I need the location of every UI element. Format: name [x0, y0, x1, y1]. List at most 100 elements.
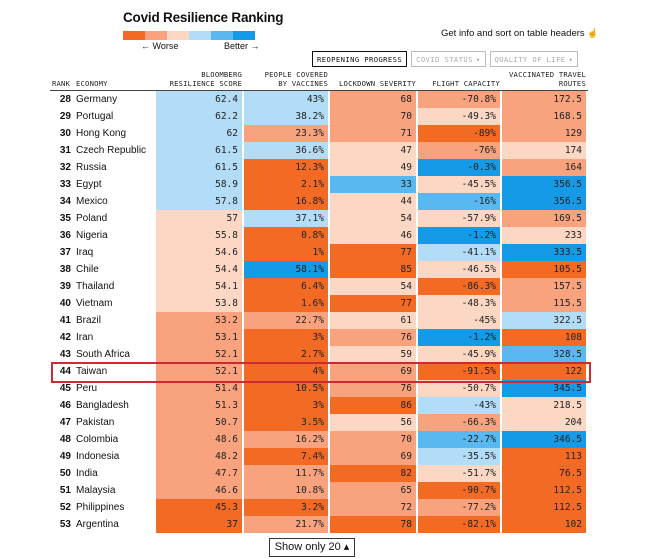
tab-quality-of-life[interactable]: QUALITY OF LIFE ▾	[489, 51, 579, 67]
travel-cell: 122	[502, 363, 586, 380]
rank-cell: 44	[59, 366, 71, 377]
rank-cell: 41	[59, 315, 71, 326]
lockdown-cell: 61	[330, 312, 416, 329]
header-score[interactable]: BLOOMBERG RESILIENCE SCORE	[156, 70, 242, 88]
page-title: Covid Resilience Ranking	[123, 10, 284, 25]
table-row: 31 Czech Republic 61.5 36.6% 47 -76% 174	[0, 142, 656, 159]
score-cell: 54.1	[156, 278, 242, 295]
header-economy[interactable]: ECONOMY	[76, 79, 108, 88]
score-cell: 51.4	[156, 380, 242, 397]
score-cell: 54.4	[156, 261, 242, 278]
vaccines-cell: 36.6%	[244, 142, 328, 159]
economy-cell: Hong Kong	[76, 128, 127, 139]
score-cell: 62.4	[156, 91, 242, 108]
travel-cell: 218.5	[502, 397, 586, 414]
vaccines-cell: 1%	[244, 244, 328, 261]
score-cell: 55.8	[156, 227, 242, 244]
travel-cell: 168.5	[502, 108, 586, 125]
lockdown-cell: 76	[330, 380, 416, 397]
economy-cell: Pakistan	[76, 417, 115, 428]
legend-swatch-5	[211, 31, 233, 40]
economy-cell: Vietnam	[76, 298, 113, 309]
economy-cell: Indonesia	[76, 451, 120, 462]
score-cell: 62.2	[156, 108, 242, 125]
economy-cell: South Africa	[76, 349, 130, 360]
table-row: 33 Egypt 58.9 2.1% 33 -45.5% 356.5	[0, 176, 656, 193]
flight-cell: -89%	[418, 125, 500, 142]
chevron-down-icon: ▾	[475, 55, 481, 64]
travel-cell: 356.5	[502, 193, 586, 210]
score-cell: 53.8	[156, 295, 242, 312]
rank-cell: 40	[59, 298, 71, 309]
economy-cell: Egypt	[76, 179, 102, 190]
vaccines-cell: 16.2%	[244, 431, 328, 448]
lockdown-cell: 54	[330, 210, 416, 227]
rank-cell: 32	[59, 162, 71, 173]
economy-cell: Czech Republic	[76, 145, 147, 156]
lockdown-cell: 65	[330, 482, 416, 499]
travel-cell: 112.5	[502, 499, 586, 516]
table-row: 46 Bangladesh 51.3 3% 86 -43% 218.5	[0, 397, 656, 414]
rank-cell: 31	[59, 145, 71, 156]
header-rank[interactable]: RANK	[52, 79, 71, 88]
lockdown-cell: 76	[330, 329, 416, 346]
flight-cell: -0.3%	[418, 159, 500, 176]
pointer-icon: ☝	[587, 28, 599, 38]
table-row: 42 Iran 53.1 3% 76 -1.2% 108	[0, 329, 656, 346]
vaccines-cell: 6.4%	[244, 278, 328, 295]
score-cell: 48.2	[156, 448, 242, 465]
table-row: 30 Hong Kong 62 23.3% 71 -89% 129	[0, 125, 656, 142]
score-cell: 61.5	[156, 142, 242, 159]
economy-cell: Bangladesh	[76, 400, 129, 411]
lockdown-cell: 69	[330, 448, 416, 465]
legend-swatch-4	[189, 31, 211, 40]
vaccines-cell: 23.3%	[244, 125, 328, 142]
tab-reopening-progress[interactable]: REOPENING PROGRESS	[312, 51, 408, 67]
economy-cell: Thailand	[76, 281, 115, 292]
travel-cell: 115.5	[502, 295, 586, 312]
header-travel[interactable]: VACCINATED TRAVEL ROUTES	[502, 70, 586, 88]
header-vaccines-line1: PEOPLE COVERED	[264, 70, 328, 79]
vaccines-cell: 58.1%	[244, 261, 328, 278]
rank-cell: 30	[59, 128, 71, 139]
lockdown-cell: 44	[330, 193, 416, 210]
vaccines-cell: 0.8%	[244, 227, 328, 244]
travel-cell: 169.5	[502, 210, 586, 227]
table-row: 36 Nigeria 55.8 0.8% 46 -1.2% 233	[0, 227, 656, 244]
header-divider	[50, 90, 588, 91]
flight-cell: -66.3%	[418, 414, 500, 431]
tab-label: REOPENING PROGRESS	[317, 55, 403, 64]
header-vaccines[interactable]: PEOPLE COVERED BY VACCINES	[244, 70, 328, 88]
show-more-button[interactable]: Show only 20 ▴	[269, 538, 355, 557]
flight-cell: -77.2%	[418, 499, 500, 516]
legend-swatch-6	[233, 31, 255, 40]
header-flight[interactable]: FLIGHT CAPACITY	[432, 79, 500, 88]
rank-cell: 50	[59, 468, 71, 479]
economy-cell: Iraq	[76, 247, 94, 258]
table-row: 49 Indonesia 48.2 7.4% 69 -35.5% 113	[0, 448, 656, 465]
lockdown-cell: 71	[330, 125, 416, 142]
vaccines-cell: 10.8%	[244, 482, 328, 499]
score-cell: 53.2	[156, 312, 242, 329]
vaccines-cell: 3.5%	[244, 414, 328, 431]
legend-worse-label: ← Worse	[141, 41, 179, 51]
header-lockdown[interactable]: LOCKDOWN SEVERITY	[339, 79, 416, 88]
lockdown-cell: 70	[330, 431, 416, 448]
travel-cell: 356.5	[502, 176, 586, 193]
lockdown-cell: 69	[330, 363, 416, 380]
economy-cell: Iran	[76, 332, 94, 343]
flight-cell: -51.7%	[418, 465, 500, 482]
score-cell: 45.3	[156, 499, 242, 516]
score-cell: 52.1	[156, 363, 242, 380]
lockdown-cell: 85	[330, 261, 416, 278]
table-row: 32 Russia 61.5 12.3% 49 -0.3% 164	[0, 159, 656, 176]
table-row: 40 Vietnam 53.8 1.6% 77 -48.3% 115.5	[0, 295, 656, 312]
rank-cell: 53	[59, 519, 71, 530]
rank-cell: 43	[59, 349, 71, 360]
tab-covid-status[interactable]: COVID STATUS ▾	[411, 51, 486, 67]
travel-cell: 112.5	[502, 482, 586, 499]
lockdown-cell: 56	[330, 414, 416, 431]
table-row: 51 Malaysia 46.6 10.8% 65 -90.7% 112.5	[0, 482, 656, 499]
score-cell: 50.7	[156, 414, 242, 431]
lockdown-cell: 77	[330, 295, 416, 312]
